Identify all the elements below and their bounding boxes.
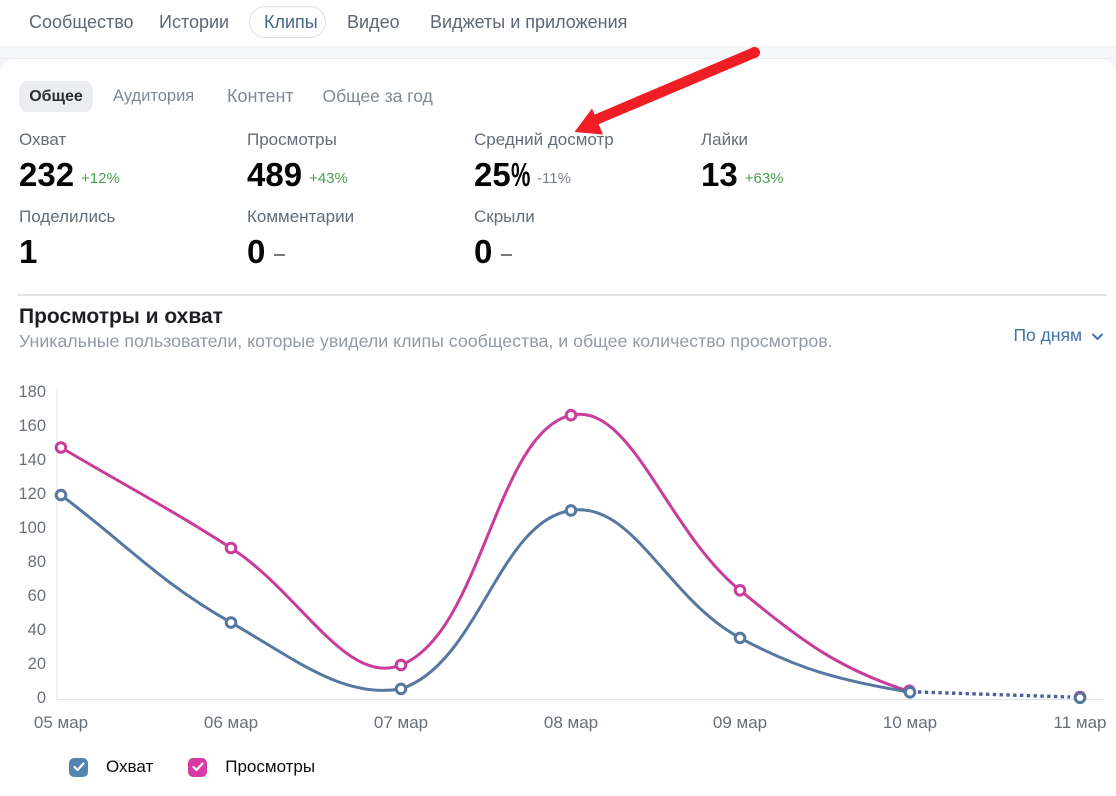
svg-text:180: 180 bbox=[18, 383, 46, 401]
svg-text:20: 20 bbox=[28, 655, 46, 673]
svg-text:10 мар: 10 мар bbox=[883, 713, 937, 732]
svg-text:06 мар: 06 мар bbox=[204, 713, 258, 732]
svg-text:40: 40 bbox=[28, 621, 46, 639]
svg-text:09 мар: 09 мар bbox=[713, 713, 767, 732]
svg-text:11 мар: 11 мар bbox=[1054, 713, 1107, 732]
svg-text:160: 160 bbox=[18, 417, 46, 435]
svg-text:05 мар: 05 мар bbox=[34, 713, 88, 732]
svg-text:80: 80 bbox=[28, 553, 46, 571]
svg-text:60: 60 bbox=[28, 587, 46, 605]
svg-text:0: 0 bbox=[37, 689, 46, 707]
svg-text:100: 100 bbox=[18, 519, 46, 537]
svg-text:140: 140 bbox=[18, 451, 46, 469]
svg-text:120: 120 bbox=[18, 485, 46, 503]
svg-text:08 мар: 08 мар bbox=[544, 713, 598, 732]
svg-text:07 мар: 07 мар bbox=[374, 713, 428, 732]
